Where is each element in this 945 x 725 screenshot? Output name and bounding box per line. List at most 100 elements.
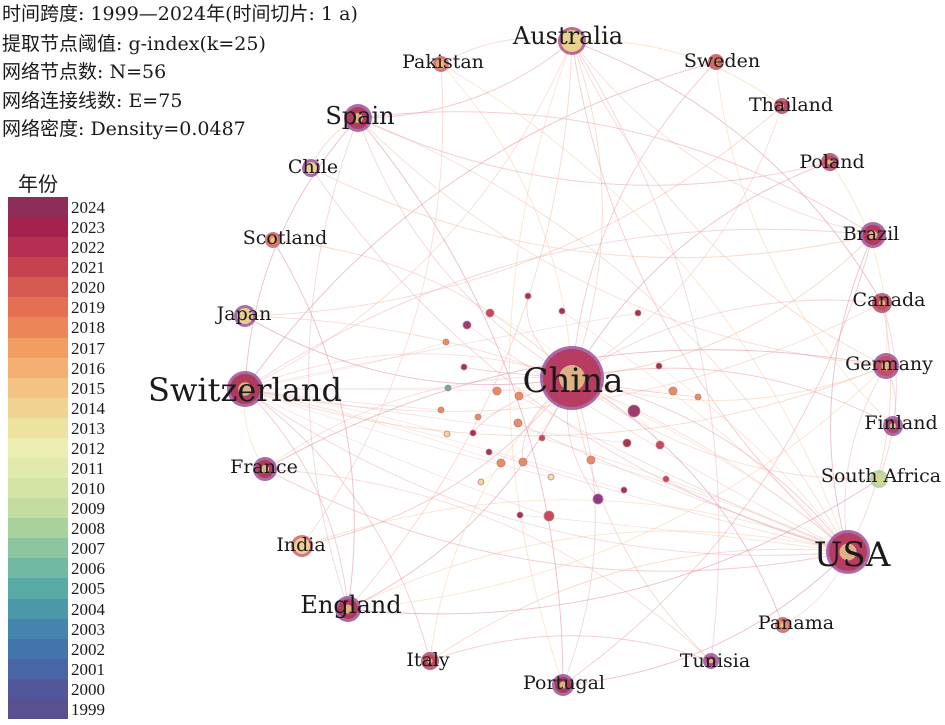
minor-node (516, 511, 524, 519)
node-chile (302, 159, 320, 177)
label-pakistan: Pakistan (402, 51, 484, 73)
legend-year-label: 2016 (71, 358, 105, 378)
edge-australia-tunisia (571, 40, 720, 662)
edge-south-africa-england (347, 478, 880, 615)
label-spain: Spain (325, 102, 394, 130)
legend-year-label: 2009 (71, 499, 105, 519)
minor-node (485, 448, 493, 456)
edge-china-scotland (272, 239, 573, 379)
edge-china-japan (244, 315, 573, 385)
node-japan (234, 305, 256, 327)
edge-australia-germany (571, 40, 887, 367)
node-scotland (265, 232, 281, 248)
edge-china-tunisia (571, 377, 712, 662)
edge-australia-canada (571, 40, 883, 304)
label-italy: Italy (406, 649, 450, 671)
edge-minor (244, 388, 625, 491)
minor-node (460, 363, 468, 371)
legend-year-label: 1999 (71, 699, 105, 719)
info-density: 网络密度: Density=0.0487 (2, 118, 246, 140)
legend-year-label: 2008 (71, 519, 105, 539)
legend-swatch (8, 377, 68, 399)
minor-node (443, 430, 451, 438)
legend-year-label: 2018 (71, 318, 105, 338)
edge-switzerland-italy (244, 388, 431, 662)
node-finland (883, 416, 903, 436)
edge-england-spain (308, 117, 359, 610)
legend-year-label: 2017 (71, 338, 105, 358)
legend-year-label: 2003 (71, 619, 105, 639)
edge-china-germany (571, 365, 887, 401)
legend-swatch (8, 197, 68, 218)
edge-minor (488, 451, 849, 553)
node-canada (872, 293, 892, 313)
node-poland (821, 153, 839, 171)
edge-usa-chile (310, 167, 849, 553)
legend-year-label: 2002 (71, 639, 105, 659)
legend-year-label: 2010 (71, 479, 105, 499)
label-england: England (300, 591, 401, 619)
legend-year-label: 2005 (71, 579, 105, 599)
info-edge-count: 网络连接线数: E=75 (2, 90, 183, 112)
edge-minor (518, 395, 849, 553)
country-labels: China USA Switzerland England Australia Spain… (148, 22, 941, 694)
legend-swatch (8, 257, 68, 278)
minor-node (442, 338, 450, 346)
edge-minor (244, 341, 447, 390)
node-france (253, 457, 277, 481)
legend-swatch (8, 417, 68, 439)
label-switzerland: Switzerland (148, 371, 342, 409)
edge-china-australia (571, 40, 603, 379)
legend-year-label: 2023 (71, 218, 105, 238)
label-tunisia: Tunisia (680, 650, 750, 672)
edge-minor (519, 514, 849, 553)
edge-england-germany (347, 365, 887, 610)
node-china (540, 346, 604, 410)
minor-node (586, 455, 596, 465)
legend-year-label: 2019 (71, 298, 105, 318)
edge-germany-poland (829, 161, 888, 367)
minor-node (543, 510, 555, 522)
legend-year-label: 2004 (71, 599, 105, 619)
minor-node (538, 434, 546, 442)
minor-node (477, 478, 485, 486)
edge-china-finland (571, 367, 894, 427)
edge-china-england (347, 377, 573, 610)
node-pakistan (433, 56, 449, 72)
legend-swatch (8, 518, 68, 539)
edge-spain-portugal (357, 117, 564, 686)
edge-australia-brazil (571, 40, 874, 236)
legend-swatch (8, 678, 68, 700)
minor-node (655, 440, 665, 450)
edge-minor (541, 437, 849, 553)
legend-year-label: 2007 (71, 539, 105, 559)
node-australia (558, 27, 586, 55)
node-germany (873, 353, 899, 379)
edge-minor (561, 310, 849, 553)
node-sweden (708, 54, 724, 70)
label-panama: Panama (758, 612, 834, 634)
edge-switzerland-germany (244, 365, 887, 437)
node-india (291, 535, 313, 557)
legend-swatch (8, 558, 68, 579)
label-canada: Canada (853, 289, 926, 311)
minor-node (462, 320, 472, 330)
edge-minor (244, 388, 674, 392)
year-color-legend (8, 197, 68, 720)
minor-node (513, 418, 523, 428)
label-china: China (523, 361, 624, 401)
edge-minor (590, 459, 849, 553)
legend-year-label: 2013 (71, 418, 105, 438)
unlabeled-nodes (437, 292, 702, 522)
legend-title: 年份 (18, 172, 58, 196)
minor-node (437, 406, 445, 414)
node-panama (775, 617, 791, 633)
node-portugal (552, 674, 574, 696)
node-switzerland (227, 371, 263, 407)
minor-node (620, 486, 628, 494)
edge-chile-brazil (310, 167, 874, 259)
legend-swatch (8, 478, 68, 499)
label-india: India (276, 534, 325, 556)
edge-canada-south-africa (878, 302, 897, 480)
